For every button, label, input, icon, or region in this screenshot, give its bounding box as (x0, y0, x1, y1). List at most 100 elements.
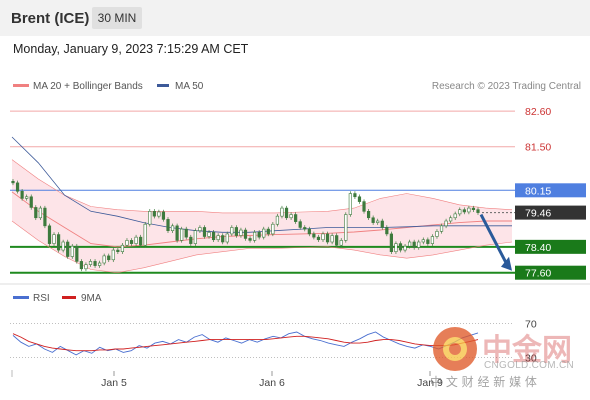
candle-body (325, 233, 330, 243)
candle-body (148, 211, 152, 225)
candle-body (193, 230, 197, 244)
candle-body (439, 225, 444, 232)
candle-body (216, 235, 220, 241)
legend-label-rsi: RSI (33, 293, 50, 304)
candle-body (61, 241, 65, 251)
candle-body (339, 240, 343, 246)
candle-body (376, 220, 380, 223)
candle-body (408, 241, 412, 247)
candle-body (248, 238, 252, 241)
bollinger-lower-line (11, 220, 513, 274)
level-label-box-80.15 (515, 183, 586, 198)
candle-body (253, 232, 257, 241)
candle-body (243, 229, 248, 239)
candle-body (417, 241, 421, 248)
candle-body (202, 227, 207, 237)
level-label-82.60: 82.60 (525, 106, 551, 118)
candle-body (107, 255, 111, 261)
rsi-ma-line (12, 333, 479, 352)
candle-body (421, 239, 425, 243)
candle-body (449, 217, 453, 222)
candle-body (211, 232, 216, 241)
legend-label-ma50: MA 50 (175, 81, 204, 92)
candle-body (266, 228, 270, 235)
candle-body (221, 235, 225, 243)
candle-body (139, 236, 143, 246)
candle-body (47, 225, 52, 244)
candle-body (335, 235, 339, 246)
candle-body (257, 232, 261, 238)
candle-body (84, 264, 88, 270)
level-label-box-79.46 (515, 205, 586, 220)
candle-body (321, 233, 325, 241)
candle-body (412, 241, 416, 248)
candle-body (25, 196, 29, 199)
candle-body (116, 249, 120, 252)
candle-body (366, 211, 371, 219)
candle-body (298, 221, 302, 228)
rsi-line (12, 331, 479, 356)
candle-body (125, 240, 129, 246)
candle-body (316, 236, 321, 241)
x-axis-tick-label: Jan 6 (259, 377, 285, 389)
candle-body (239, 229, 243, 236)
ma50-line (11, 136, 512, 233)
candle-body (180, 228, 184, 241)
candle-body (198, 227, 202, 231)
candle-body (129, 240, 134, 244)
chart-source-credit: Research © 2023 Trading Central (432, 81, 581, 92)
candle-body (75, 245, 79, 262)
legend-swatch-rsi (13, 296, 29, 299)
timeframe-badge[interactable]: 30 MIN (92, 7, 142, 29)
watermark-logo-icon (433, 327, 477, 371)
watermark: 中金网 CNGOLD.COM.CN 中 文 财 经 新 媒 体 (430, 327, 590, 391)
candle-body (225, 233, 229, 243)
candle-body (330, 235, 334, 243)
candle-body (476, 209, 480, 213)
bollinger-upper-line (11, 159, 513, 214)
candle-body (93, 261, 97, 266)
candle-body (385, 227, 389, 235)
candle-body (380, 220, 384, 228)
timestamp: Monday, January 9, 2023 7:15:29 AM CET (13, 42, 249, 56)
candle-body (143, 223, 147, 246)
candle-body (280, 207, 284, 217)
level-label-79.46: 79.46 (525, 208, 551, 220)
candle-body (284, 207, 289, 219)
level-label-80.15: 80.15 (525, 185, 551, 197)
level-label-77.60: 77.60 (525, 268, 551, 280)
legend-swatch-bollinger (13, 84, 29, 87)
candle-body (271, 223, 275, 235)
candle-body (444, 220, 448, 227)
candle-body (70, 245, 74, 257)
candle-body (88, 261, 93, 265)
candle-body (458, 209, 462, 215)
watermark-url: CNGOLD.COM.CN (484, 360, 575, 371)
legend-label-bollinger: MA 20 + Bollinger Bands (33, 81, 143, 92)
candle-body (307, 228, 311, 235)
candle-body (98, 262, 102, 266)
candle-body (312, 233, 316, 238)
forecast-arrow-head (501, 256, 512, 271)
rsi-level-label-70: 70 (525, 319, 537, 331)
candle-body (462, 209, 466, 213)
candle-body (157, 211, 161, 217)
legend-swatch-rsi-ma (62, 296, 76, 299)
candle-body (152, 211, 156, 217)
candle-body (170, 225, 175, 231)
candle-body (275, 215, 280, 225)
candle-body (394, 243, 398, 252)
x-axis-tick-label: Jan 5 (101, 377, 127, 389)
level-label-81.50: 81.50 (525, 142, 551, 154)
candle-body (189, 236, 193, 244)
candle-body (234, 227, 238, 236)
candle-body (184, 228, 188, 238)
candle-body (389, 233, 393, 252)
instrument-title: Brent (ICE) (11, 10, 90, 27)
candle-body (79, 261, 83, 270)
candle-body (134, 236, 138, 244)
candle-body (357, 196, 362, 202)
candle-body (371, 217, 375, 223)
candle-body (471, 207, 476, 210)
candle-body (20, 190, 24, 199)
